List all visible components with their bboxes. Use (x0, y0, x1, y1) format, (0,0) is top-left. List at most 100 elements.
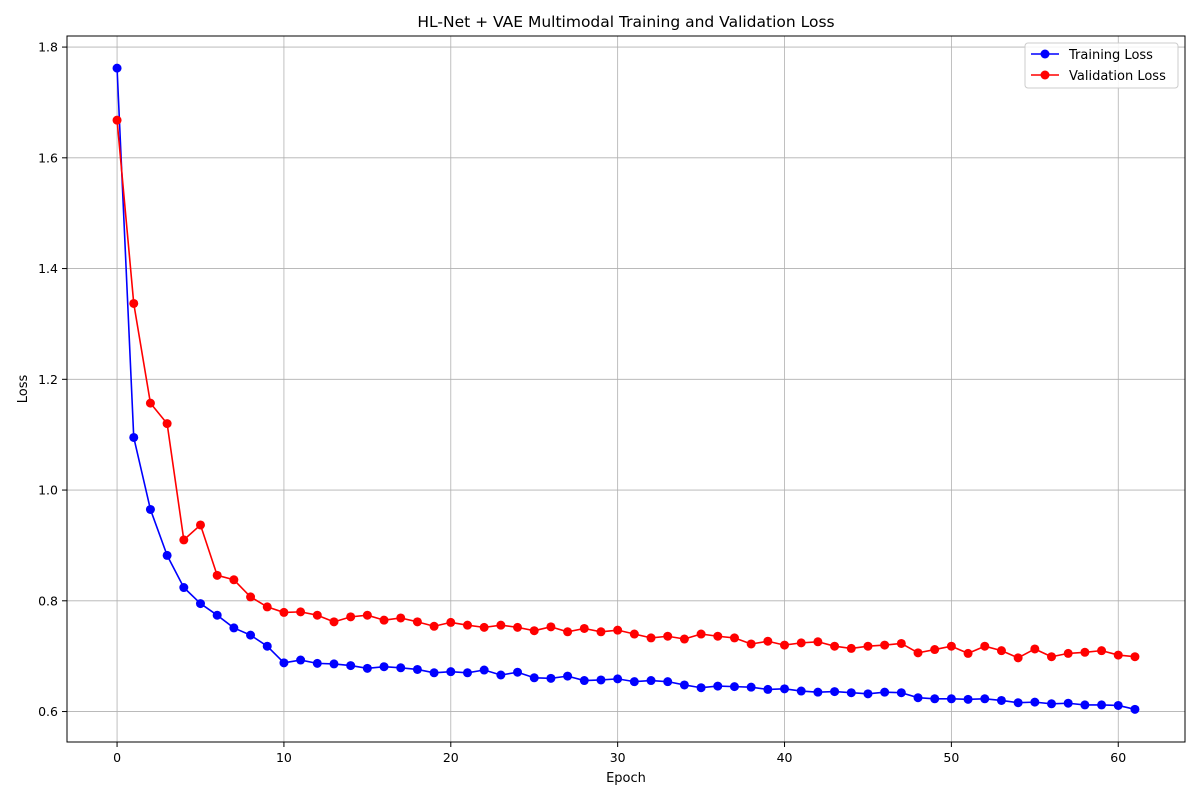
y-tick-label: 1.8 (38, 40, 58, 55)
data-point-validation (663, 631, 673, 641)
data-point-training (696, 683, 706, 693)
data-point-training (763, 684, 773, 694)
data-point-training (930, 694, 940, 704)
data-point-validation (713, 631, 723, 641)
data-point-validation (145, 398, 155, 408)
x-tick-label: 20 (443, 750, 459, 765)
data-point-validation (896, 638, 906, 648)
legend-label-validation: Validation Loss (1069, 69, 1166, 84)
data-point-training (496, 670, 506, 680)
data-point-validation (613, 625, 623, 635)
data-point-training (1013, 698, 1023, 708)
data-point-training (963, 694, 973, 704)
data-point-training (613, 674, 623, 684)
y-tick-label: 1.2 (38, 372, 58, 387)
series-training (112, 63, 1140, 714)
data-point-validation (246, 592, 256, 602)
data-point-validation (679, 634, 689, 644)
data-point-training (312, 658, 322, 668)
data-point-training (462, 668, 472, 678)
data-point-training (262, 641, 272, 651)
data-point-training (629, 677, 639, 687)
data-point-training (1047, 699, 1057, 709)
data-point-validation (629, 629, 639, 639)
y-tick-label: 1.6 (38, 150, 58, 165)
data-point-validation (546, 622, 556, 632)
y-tick-label: 1.4 (38, 261, 58, 276)
data-point-validation (729, 633, 739, 643)
x-axis-ticks: 0 10 20 30 40 50 60 (113, 742, 1126, 765)
x-tick-label: 0 (113, 750, 121, 765)
data-point-validation (780, 640, 790, 650)
data-point-validation (946, 641, 956, 651)
data-point-training (746, 682, 756, 692)
data-point-validation (346, 612, 356, 622)
data-point-validation (963, 648, 973, 658)
data-point-training (279, 658, 289, 668)
data-point-validation (579, 623, 589, 633)
data-point-validation (212, 570, 222, 580)
series-validation (112, 115, 1140, 663)
data-point-validation (362, 610, 372, 620)
x-axis-label: Epoch (606, 771, 646, 786)
data-point-validation (429, 621, 439, 631)
legend-marker-training (1040, 49, 1050, 59)
chart-title: HL-Net + VAE Multimodal Training and Val… (417, 13, 834, 31)
data-point-training (579, 676, 589, 686)
data-point-training (529, 673, 539, 683)
y-tick-label: 1.0 (38, 483, 58, 498)
data-point-training (129, 432, 139, 442)
series-layer (112, 63, 1140, 714)
data-point-training (913, 693, 923, 703)
data-point-training (946, 694, 956, 704)
data-point-validation (262, 602, 272, 612)
data-point-training (212, 610, 222, 620)
data-point-validation (746, 639, 756, 649)
plot-frame (66, 35, 1186, 743)
data-point-training (179, 583, 189, 593)
data-point-validation (813, 637, 823, 647)
data-point-training (996, 695, 1006, 705)
y-axis-ticks: 0.6 0.8 1.0 1.2 1.4 1.6 1.8 (38, 40, 67, 719)
data-point-validation (763, 636, 773, 646)
data-point-validation (112, 115, 122, 125)
data-point-validation (1113, 650, 1123, 660)
data-point-training (329, 659, 339, 669)
data-point-training (846, 688, 856, 698)
data-point-training (780, 684, 790, 694)
data-point-validation (996, 646, 1006, 656)
data-point-validation (1130, 652, 1140, 662)
data-point-training (1113, 700, 1123, 710)
data-point-validation (312, 610, 322, 620)
data-point-training (646, 676, 656, 686)
data-point-training (796, 686, 806, 696)
data-point-validation (229, 575, 239, 585)
data-point-validation (496, 620, 506, 630)
data-point-validation (1063, 648, 1073, 658)
data-point-training (145, 504, 155, 514)
data-point-training (362, 663, 372, 673)
data-point-training (596, 675, 606, 685)
data-point-validation (529, 626, 539, 636)
data-point-validation (479, 622, 489, 632)
data-point-validation (1047, 652, 1057, 662)
data-point-training (896, 688, 906, 698)
data-point-training (830, 687, 840, 697)
data-point-training (1063, 698, 1073, 708)
data-point-validation (296, 607, 306, 617)
data-point-validation (379, 615, 389, 625)
data-point-training (1030, 697, 1040, 707)
grid (67, 36, 1185, 742)
data-point-validation (696, 629, 706, 639)
data-point-validation (846, 643, 856, 653)
data-point-training (1130, 704, 1140, 714)
x-tick-label: 30 (610, 750, 626, 765)
data-point-validation (796, 638, 806, 648)
data-point-training (379, 662, 389, 672)
data-point-validation (396, 613, 406, 623)
x-tick-label: 60 (1110, 750, 1126, 765)
data-point-validation (462, 620, 472, 630)
data-point-validation (446, 617, 456, 627)
